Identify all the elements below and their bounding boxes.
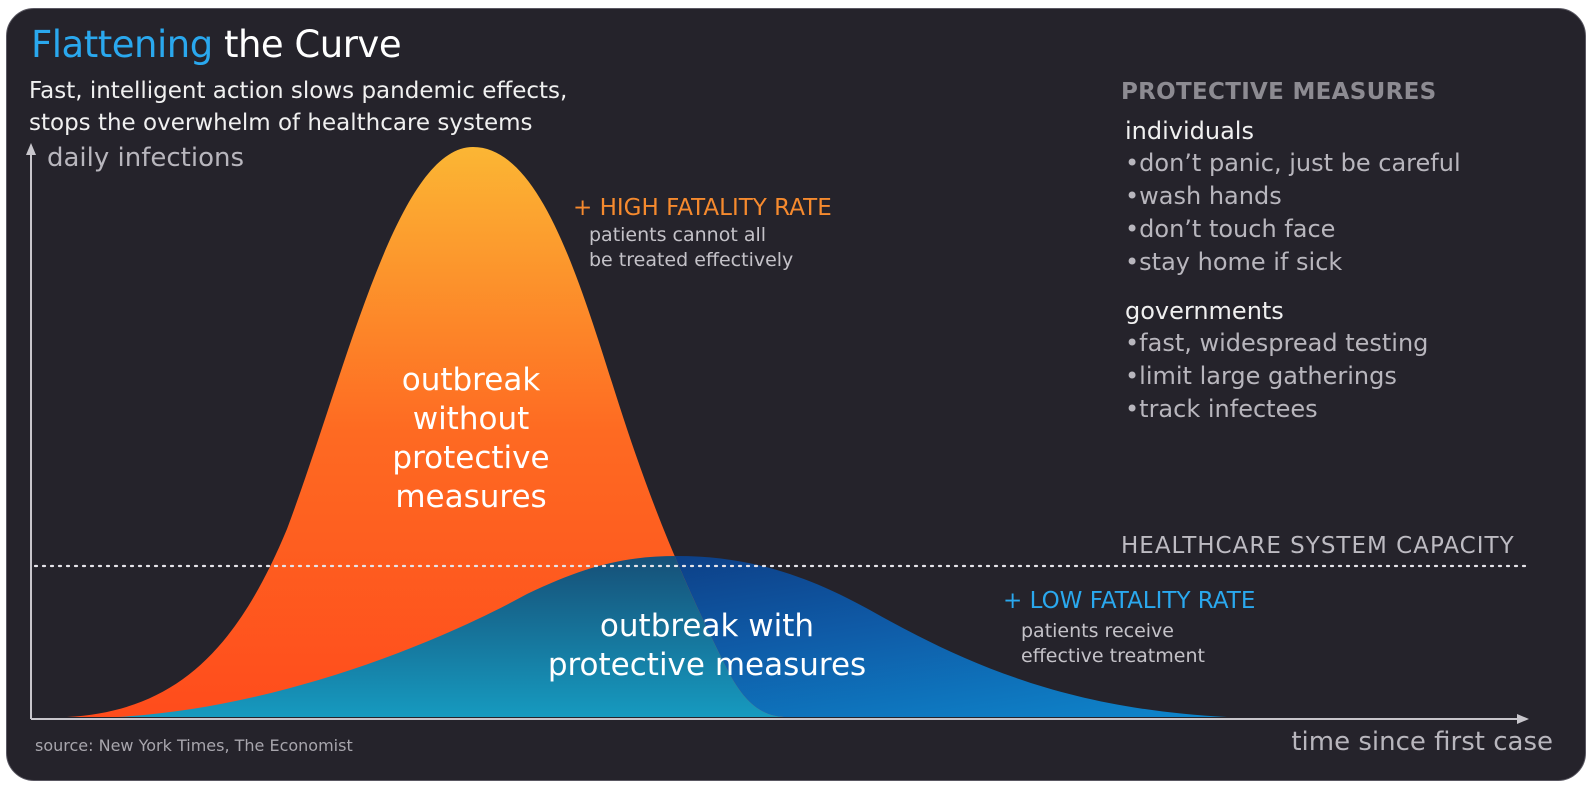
page-subtitle: Fast, intelligent action slows pandemic …: [29, 75, 567, 139]
subtitle-line-2: stops the overwhelm of healthcare system…: [29, 110, 533, 136]
high-curve-label: outbreak without protective measures: [371, 361, 571, 517]
subtitle-line-1: Fast, intelligent action slows pandemic …: [29, 78, 568, 104]
high-curve-label-line: without: [412, 401, 530, 437]
low-curve-overlap: [117, 556, 787, 717]
measures-group-title: governments: [1125, 297, 1284, 325]
low-fatality-title: + LOW FATALITY RATE: [1003, 588, 1256, 614]
measure-item: stay home if sick: [1125, 246, 1561, 279]
protective-measures-panel: PROTECTIVE MEASURES individuals don’t pa…: [1121, 79, 1561, 442]
capacity-label: HEALTHCARE SYSTEM CAPACITY: [1121, 533, 1515, 559]
measures-list-governments: fast, widespread testing limit large gat…: [1121, 327, 1561, 426]
high-fatality-desc-line: patients cannot all: [589, 224, 767, 246]
x-axis-arrow: [1517, 714, 1529, 724]
low-fatality-desc-line: patients receive: [1021, 620, 1174, 642]
measure-item: don’t touch face: [1125, 213, 1561, 246]
measure-item: don’t panic, just be careful: [1125, 147, 1561, 180]
measure-item: limit large gatherings: [1125, 360, 1561, 393]
y-axis-label: daily infections: [47, 143, 245, 173]
page-title: Flattening the Curve: [31, 23, 402, 66]
low-curve-label-line: outbreak with: [599, 608, 815, 644]
high-fatality-desc: patients cannot all be treated effective…: [589, 223, 793, 273]
measure-item: fast, widespread testing: [1125, 327, 1561, 360]
high-curve-label-line: outbreak: [401, 362, 541, 398]
high-curve-label-line: protective: [392, 440, 550, 476]
high-curve-label-line: measures: [395, 479, 547, 515]
low-fatality-desc-line: effective treatment: [1021, 645, 1205, 667]
curve-chart: [26, 143, 1531, 724]
measure-item: track infectees: [1125, 393, 1561, 426]
measures-group-title: individuals: [1125, 117, 1254, 145]
source-credit: source: New York Times, The Economist: [35, 736, 353, 755]
title-accent: Flattening: [31, 23, 213, 66]
high-fatality-title: + HIGH FATALITY RATE: [573, 195, 832, 221]
title-rest: the Curve: [212, 23, 402, 66]
low-curve-label-line: protective measures: [547, 647, 867, 683]
y-axis-arrow: [26, 143, 36, 155]
high-fatality-desc-line: be treated effectively: [589, 249, 794, 271]
measure-item: wash hands: [1125, 180, 1561, 213]
measures-list-individuals: don’t panic, just be careful wash hands …: [1121, 147, 1561, 279]
low-curve-label: outbreak with protective measures: [527, 607, 887, 685]
low-fatality-desc: patients receive effective treatment: [1021, 619, 1205, 669]
measures-heading: PROTECTIVE MEASURES: [1121, 79, 1437, 105]
x-axis-label: time since first case: [1291, 727, 1553, 757]
infographic-card: Flattening the Curve Fast, intelligent a…: [6, 8, 1586, 781]
